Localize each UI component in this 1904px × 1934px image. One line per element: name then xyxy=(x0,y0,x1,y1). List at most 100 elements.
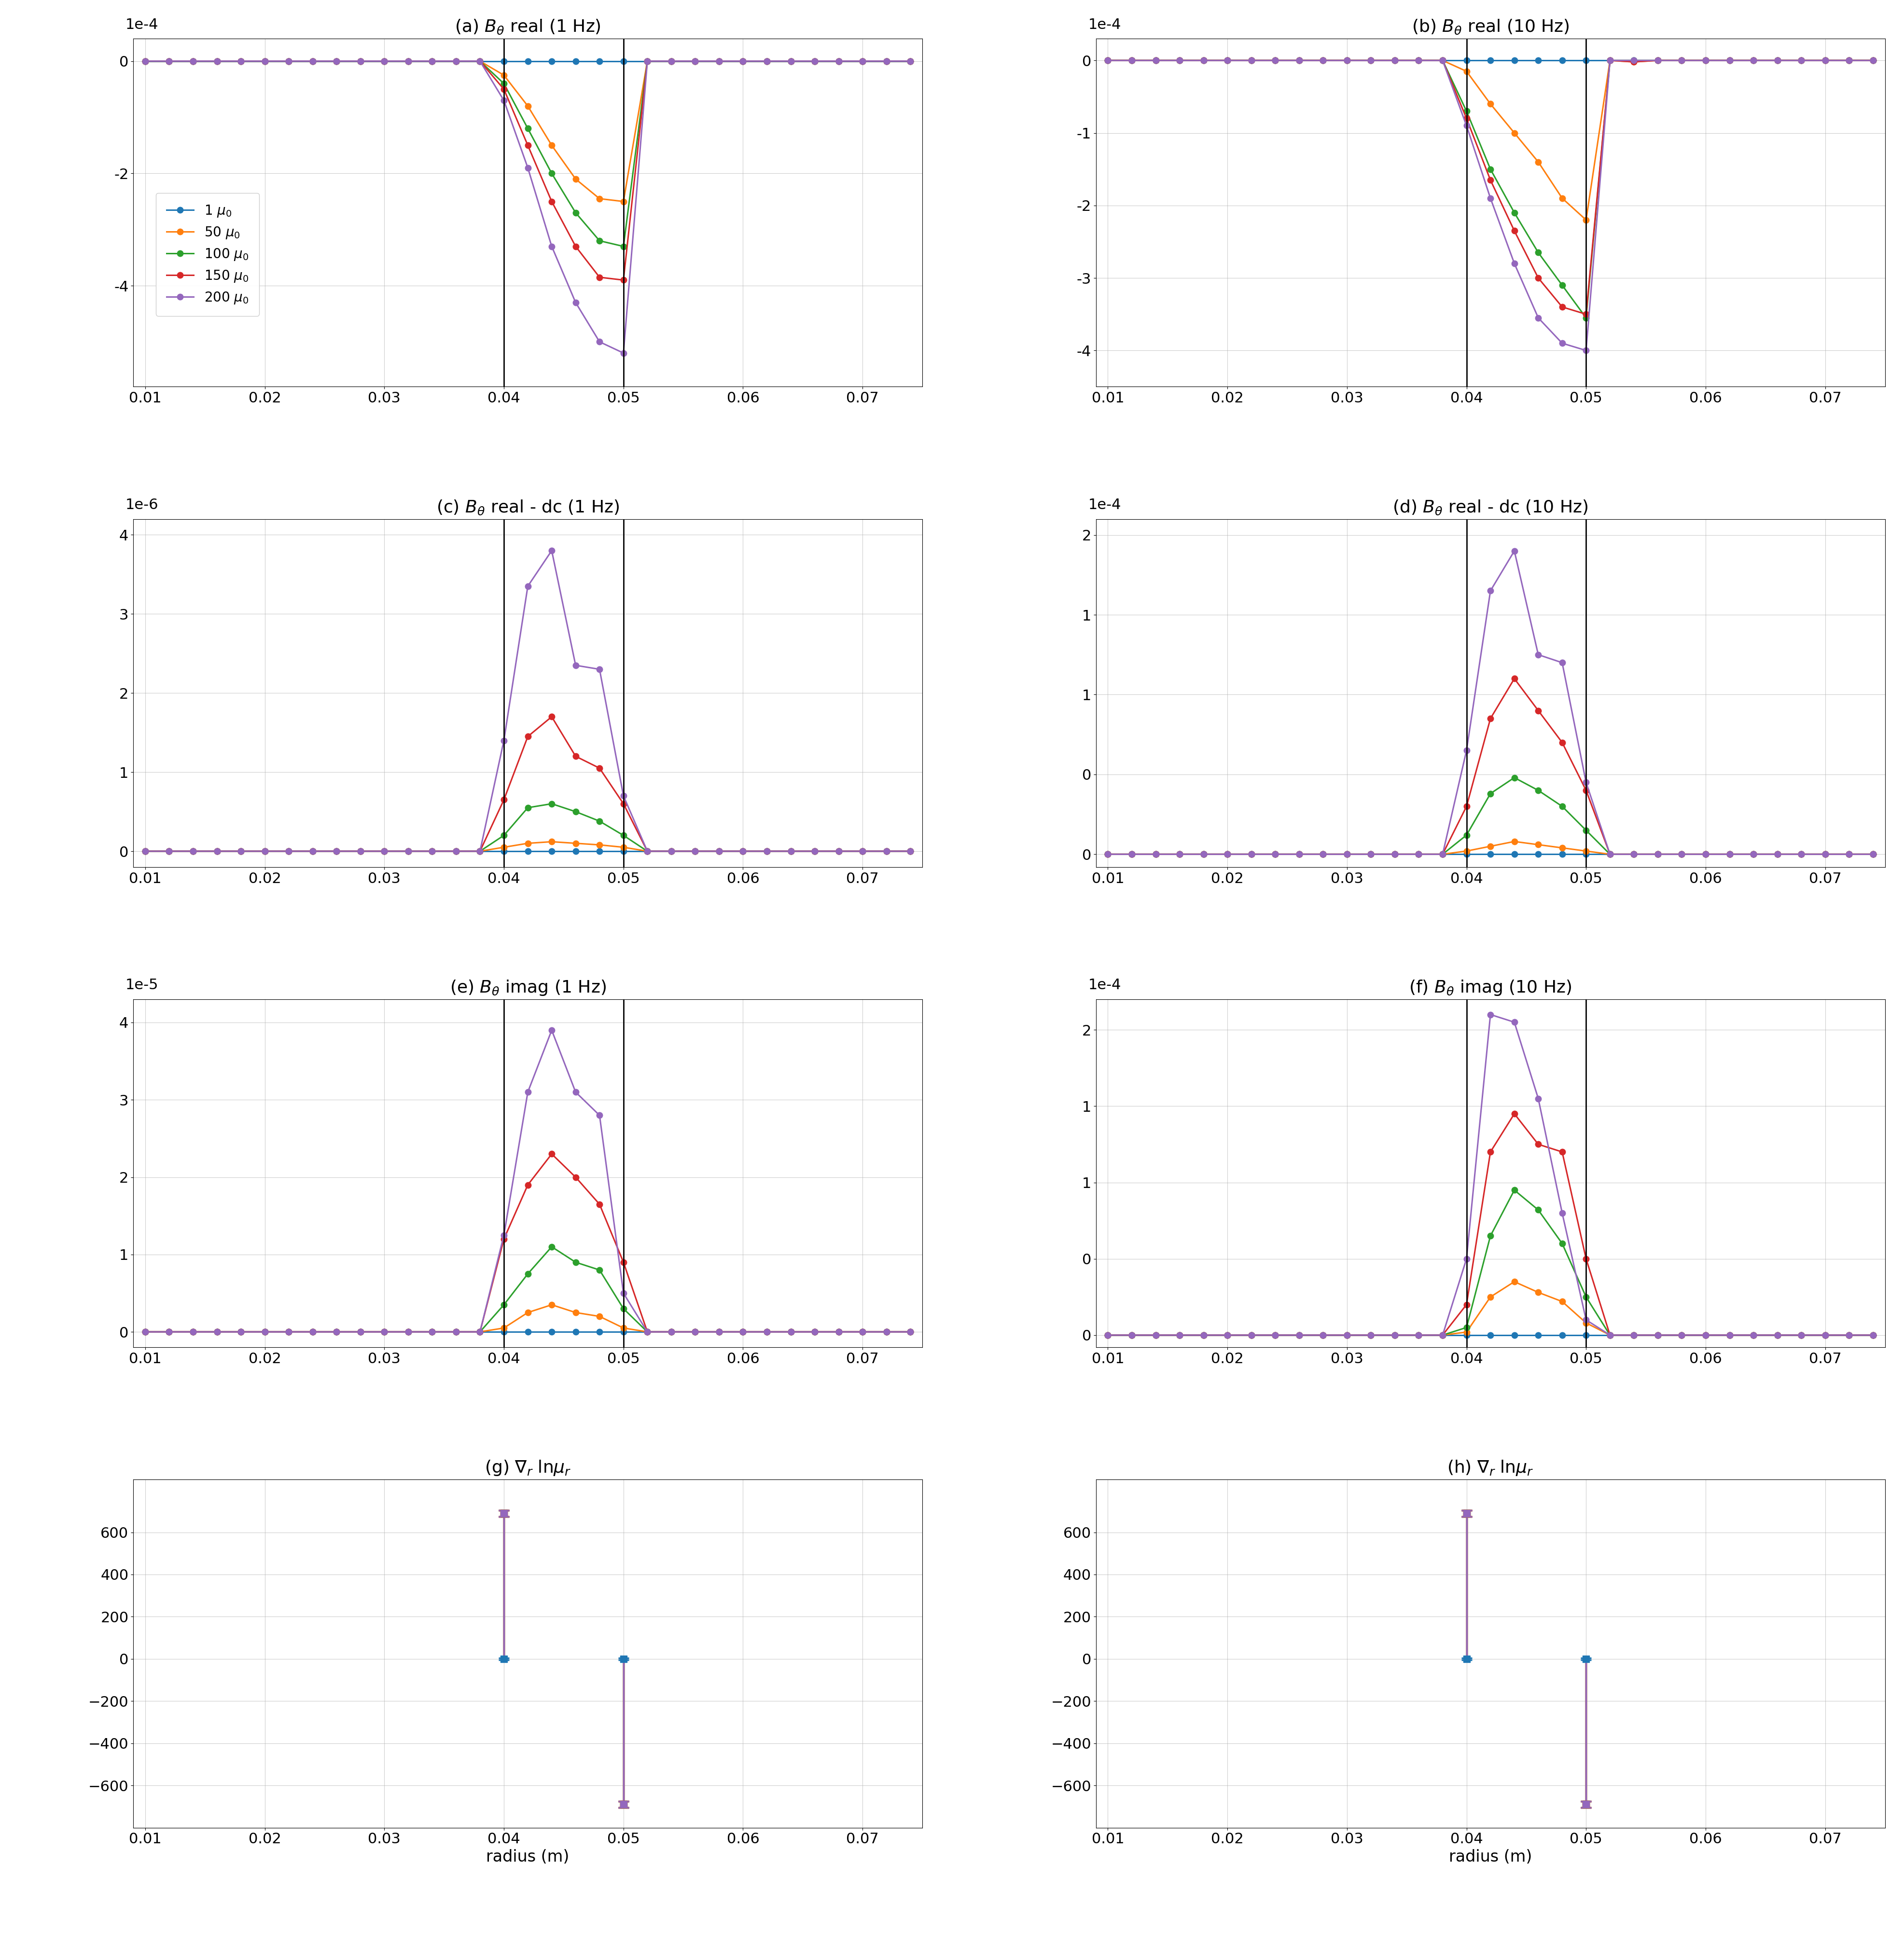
100 $\mu_0$ xyxy=(826,839,849,863)
1 $\mu_0$ xyxy=(1695,843,1717,866)
50 $\mu_0$ xyxy=(1432,48,1455,72)
100 $\mu_0$ xyxy=(1384,843,1407,866)
50 $\mu_0$ xyxy=(516,1302,539,1325)
100 $\mu_0$ xyxy=(396,839,419,863)
100 $\mu_0$ xyxy=(731,50,754,73)
100 $\mu_0$ xyxy=(708,839,731,863)
100 $\mu_0$ xyxy=(1169,843,1192,866)
Line: 200 $\mu_0$: 200 $\mu_0$ xyxy=(1104,547,1875,857)
150 $\mu_0$ xyxy=(1312,843,1335,866)
100 $\mu_0$ xyxy=(158,839,181,863)
200 $\mu_0$ xyxy=(446,1321,468,1344)
100 $\mu_0$ xyxy=(1479,781,1502,805)
200 $\mu_0$ xyxy=(564,290,586,313)
150 $\mu_0$ xyxy=(1837,48,1860,72)
100 $\mu_0$ xyxy=(1647,1323,1670,1346)
150 $\mu_0$ xyxy=(348,1321,371,1344)
150 $\mu_0$ xyxy=(181,1321,204,1344)
150 $\mu_0$ xyxy=(326,50,348,73)
50 $\mu_0$ xyxy=(1407,1323,1430,1346)
200 $\mu_0$ xyxy=(708,50,731,73)
150 $\mu_0$ xyxy=(1384,843,1407,866)
200 $\mu_0$ xyxy=(278,839,301,863)
1 $\mu_0$ xyxy=(1550,1323,1573,1346)
100 $\mu_0$ xyxy=(1862,843,1885,866)
200 $\mu_0$ xyxy=(301,1321,324,1344)
50 $\mu_0$ xyxy=(1192,1323,1215,1346)
100 $\mu_0$ xyxy=(1479,1224,1502,1247)
200 $\mu_0$ xyxy=(1862,843,1885,866)
50 $\mu_0$ xyxy=(1335,1323,1358,1346)
200 $\mu_0$ xyxy=(493,729,516,752)
50 $\mu_0$ xyxy=(1862,843,1885,866)
100 $\mu_0$ xyxy=(421,839,444,863)
200 $\mu_0$ xyxy=(1455,1247,1478,1271)
Title: (g) $\nabla_r$ ln$\mu_r$: (g) $\nabla_r$ ln$\mu_r$ xyxy=(484,1458,571,1478)
100 $\mu_0$ xyxy=(1144,1323,1167,1346)
100 $\mu_0$ xyxy=(1217,1323,1240,1346)
50 $\mu_0$ xyxy=(876,839,899,863)
150 $\mu_0$ xyxy=(1335,843,1358,866)
100 $\mu_0$ xyxy=(1169,48,1192,72)
200 $\mu_0$ xyxy=(1862,48,1885,72)
50 $\mu_0$ xyxy=(1240,1323,1262,1346)
100 $\mu_0$ xyxy=(1790,48,1813,72)
200 $\mu_0$ xyxy=(588,1104,611,1128)
200 $\mu_0$ xyxy=(1120,48,1142,72)
1 $\mu_0$ xyxy=(278,1321,301,1344)
50 $\mu_0$ xyxy=(1192,843,1215,866)
50 $\mu_0$ xyxy=(899,839,922,863)
200 $\mu_0$ xyxy=(1455,114,1478,137)
Title: (a) $B_\theta$ real (1 Hz): (a) $B_\theta$ real (1 Hz) xyxy=(455,17,602,37)
200 $\mu_0$ xyxy=(1335,48,1358,72)
150 $\mu_0$ xyxy=(541,1143,564,1166)
50 $\mu_0$ xyxy=(899,1321,922,1344)
50 $\mu_0$ xyxy=(1815,843,1837,866)
1 $\mu_0$ xyxy=(396,839,419,863)
1 $\mu_0$ xyxy=(348,50,371,73)
200 $\mu_0$ xyxy=(1264,1323,1287,1346)
150 $\mu_0$ xyxy=(133,1321,156,1344)
Line: 150 $\mu_0$: 150 $\mu_0$ xyxy=(143,714,914,855)
50 $\mu_0$ xyxy=(661,1321,684,1344)
200 $\mu_0$ xyxy=(348,839,371,863)
50 $\mu_0$ xyxy=(468,839,491,863)
50 $\mu_0$ xyxy=(1335,48,1358,72)
150 $\mu_0$ xyxy=(1312,1323,1335,1346)
50 $\mu_0$ xyxy=(1527,834,1550,857)
100 $\mu_0$ xyxy=(684,1321,706,1344)
200 $\mu_0$ xyxy=(1455,739,1478,762)
100 $\mu_0$ xyxy=(731,1321,754,1344)
200 $\mu_0$ xyxy=(206,1321,228,1344)
150 $\mu_0$ xyxy=(253,1321,276,1344)
1 $\mu_0$ xyxy=(611,1321,634,1344)
1 $\mu_0$ xyxy=(1502,843,1525,866)
200 $\mu_0$ xyxy=(1815,48,1837,72)
1 $\mu_0$ xyxy=(661,839,684,863)
200 $\mu_0$ xyxy=(756,50,779,73)
150 $\mu_0$ xyxy=(611,793,634,816)
100 $\mu_0$ xyxy=(278,839,301,863)
1 $\mu_0$ xyxy=(1097,48,1120,72)
150 $\mu_0$ xyxy=(446,50,468,73)
100 $\mu_0$ xyxy=(181,839,204,863)
100 $\mu_0$ xyxy=(468,50,491,73)
200 $\mu_0$ xyxy=(1622,48,1645,72)
150 $\mu_0$ xyxy=(803,839,826,863)
100 $\mu_0$ xyxy=(158,50,181,73)
1 $\mu_0$ xyxy=(1622,1323,1645,1346)
1 $\mu_0$ xyxy=(1432,843,1455,866)
50 $\mu_0$ xyxy=(348,50,371,73)
1 $\mu_0$ xyxy=(756,50,779,73)
150 $\mu_0$ xyxy=(636,50,659,73)
Line: 100 $\mu_0$: 100 $\mu_0$ xyxy=(143,801,914,855)
200 $\mu_0$ xyxy=(278,50,301,73)
200 $\mu_0$ xyxy=(1097,48,1120,72)
150 $\mu_0$ xyxy=(1312,48,1335,72)
50 $\mu_0$ xyxy=(1312,843,1335,866)
50 $\mu_0$ xyxy=(1097,843,1120,866)
150 $\mu_0$ xyxy=(348,839,371,863)
150 $\mu_0$ xyxy=(899,50,922,73)
50 $\mu_0$ xyxy=(158,50,181,73)
100 $\mu_0$ xyxy=(1717,48,1740,72)
